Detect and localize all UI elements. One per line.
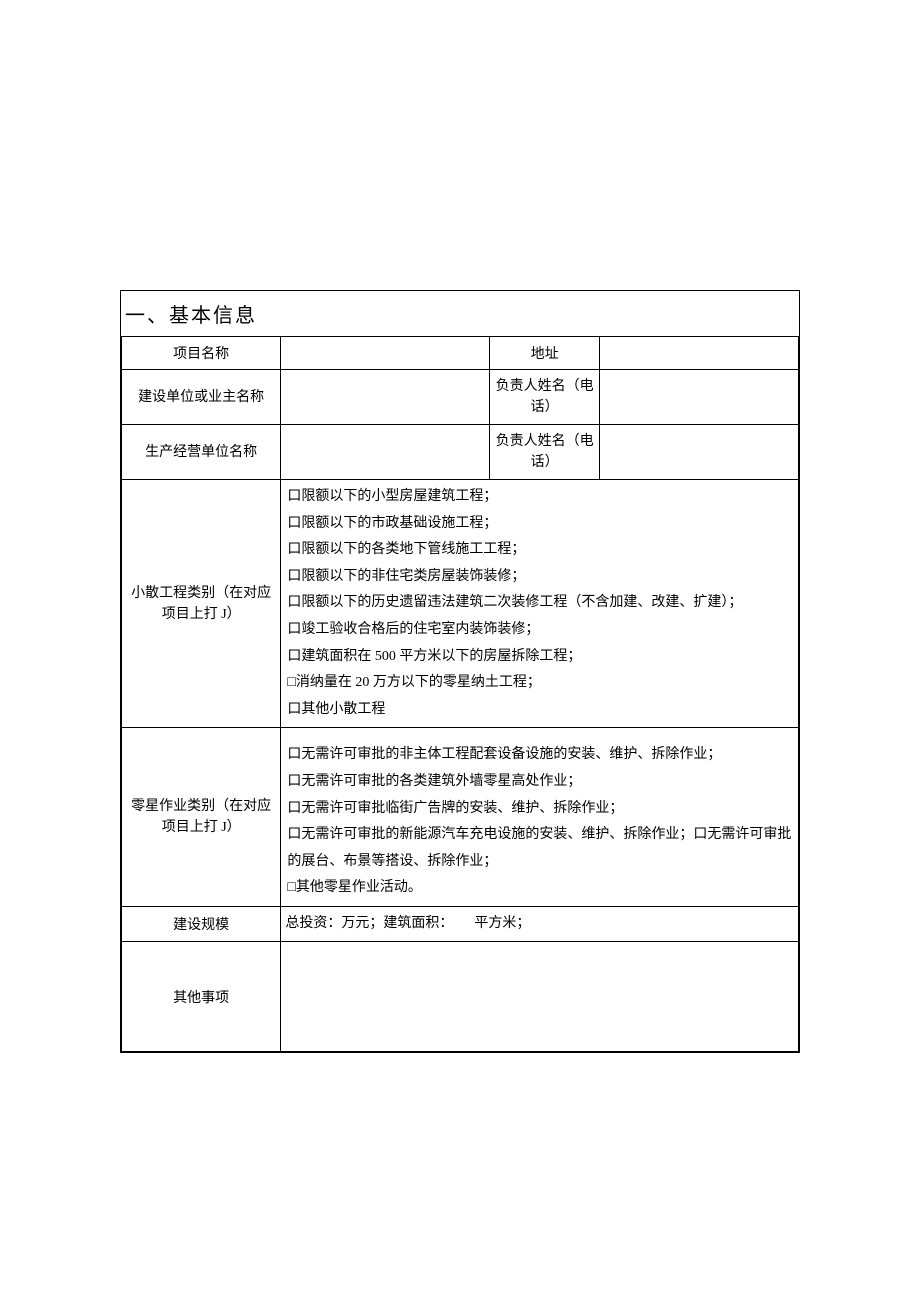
project-name-label: 项目名称 — [122, 337, 281, 370]
checklist-item: 口竣工验收合格后的住宅室内装饰装修； — [287, 617, 792, 644]
person2-value — [599, 425, 798, 480]
production-unit-label: 生产经营单位名称 — [122, 425, 281, 480]
checklist-item: 口建筑面积在 500 平方米以下的房屋拆除工程； — [287, 644, 792, 671]
basic-info-table: 项目名称 地址 建设单位或业主名称 负责人姓名（电话） 生产经营单位名称 负责人… — [121, 337, 799, 1052]
construction-unit-value — [281, 370, 490, 425]
checklist-item: 口无需许可审批的新能源汽车充电设施的安装、维护、拆除作业；口无需许可审批的展台、… — [287, 822, 792, 875]
checklist-item: □其他零星作业活动。 — [287, 875, 792, 902]
checklist-item: 口限额以下的历史遗留违法建筑二次装修工程（不含加建、改建、扩建）； — [287, 590, 792, 617]
row-small-scattered: 小散工程类别（在对应项目上打 J） 口限额以下的小型房屋建筑工程； 口限额以下的… — [122, 480, 799, 728]
row-construction-scale: 建设规模 总投资：万元；建筑面积： 平方米； — [122, 906, 799, 941]
other-matters-value — [281, 942, 799, 1052]
checklist-item: 口限额以下的小型房屋建筑工程； — [287, 484, 792, 511]
address-value — [599, 337, 798, 370]
checklist-item: □消纳量在 20 万方以下的零星纳土工程； — [287, 670, 792, 697]
section-header: 一、基本信息 — [121, 291, 799, 337]
sporadic-ops-label: 零星作业类别（在对应项目上打 J） — [122, 728, 281, 907]
address-label: 地址 — [490, 337, 600, 370]
checklist-item: 口限额以下的市政基础设施工程； — [287, 511, 792, 538]
checklist-item: 口其他小散工程 — [287, 697, 792, 724]
other-matters-label: 其他事项 — [122, 942, 281, 1052]
row-sporadic-ops: 零星作业类别（在对应项目上打 J） 口无需许可审批的非主体工程配套设备设施的安装… — [122, 728, 799, 907]
construction-scale-value: 总投资：万元；建筑面积： 平方米； — [281, 906, 799, 941]
checklist-item: 口限额以下的各类地下管线施工工程； — [287, 537, 792, 564]
row-project-name: 项目名称 地址 — [122, 337, 799, 370]
row-other-matters: 其他事项 — [122, 942, 799, 1052]
person1-label: 负责人姓名（电话） — [490, 370, 600, 425]
project-name-value — [281, 337, 490, 370]
person1-value — [599, 370, 798, 425]
small-scattered-label: 小散工程类别（在对应项目上打 J） — [122, 480, 281, 728]
small-scattered-checklist: 口限额以下的小型房屋建筑工程； 口限额以下的市政基础设施工程； 口限额以下的各类… — [281, 480, 799, 728]
checklist-item: 口无需许可审批临街广告牌的安装、维护、拆除作业； — [287, 796, 792, 823]
construction-scale-label: 建设规模 — [122, 906, 281, 941]
form-table: 一、基本信息 项目名称 地址 建设单位或业主名称 负责人姓名（电话） 生产经营单… — [120, 290, 800, 1053]
checklist-item: 口无需许可审批的各类建筑外墙零星高处作业； — [287, 769, 792, 796]
checklist-item: 口无需许可审批的非主体工程配套设备设施的安装、维护、拆除作业； — [287, 742, 792, 769]
production-unit-value — [281, 425, 490, 480]
person2-label: 负责人姓名（电话） — [490, 425, 600, 480]
row-production-unit: 生产经营单位名称 负责人姓名（电话） — [122, 425, 799, 480]
sporadic-ops-checklist: 口无需许可审批的非主体工程配套设备设施的安装、维护、拆除作业； 口无需许可审批的… — [281, 728, 799, 907]
construction-unit-label: 建设单位或业主名称 — [122, 370, 281, 425]
row-construction-unit: 建设单位或业主名称 负责人姓名（电话） — [122, 370, 799, 425]
checklist-item: 口限额以下的非住宅类房屋装饰装修； — [287, 564, 792, 591]
